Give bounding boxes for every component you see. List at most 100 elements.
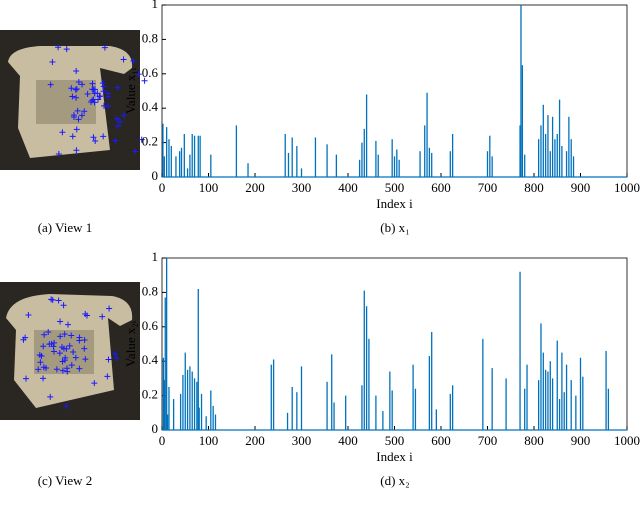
feature-cross [68, 332, 75, 339]
feature-cross [138, 136, 145, 143]
x-tick-label: 400 [338, 433, 358, 448]
feature-cross [62, 354, 69, 361]
feature-cross [73, 94, 80, 101]
feature-cross [81, 345, 88, 352]
photo-2 [0, 282, 140, 420]
feature-cross [53, 366, 60, 373]
y-tick-label: 0 [152, 168, 159, 183]
caption: (b) x₁ [380, 220, 409, 235]
feature-cross [64, 368, 71, 375]
feature-cross [89, 80, 96, 87]
feature-cross [135, 71, 142, 78]
feature-cross [45, 329, 52, 336]
caption: (d) x₂ [380, 473, 409, 488]
feature-cross [64, 321, 71, 328]
feature-cross [35, 366, 42, 373]
feature-cross [120, 112, 127, 119]
feature-cross [58, 344, 65, 351]
x-tick-label: 700 [478, 180, 498, 195]
x-tick-label: 900 [571, 433, 591, 448]
x-axis-label: Index i [376, 196, 413, 211]
feature-cross [63, 345, 70, 352]
feature-cross [66, 342, 73, 349]
x-tick-label: 200 [245, 180, 265, 195]
feature-cross [50, 343, 57, 350]
x-axis-label: Index i [376, 449, 413, 464]
feature-cross [131, 148, 138, 155]
feature-cross [57, 318, 64, 325]
photo-1 [0, 30, 140, 170]
feature-cross [55, 44, 62, 51]
feature-cross [69, 93, 76, 100]
feature-cross [73, 68, 80, 75]
feature-cross [100, 133, 107, 140]
feature-cross [25, 311, 32, 318]
feature-cross [101, 102, 108, 109]
feature-cross [46, 341, 53, 348]
x-tick-label: 100 [199, 433, 219, 448]
feature-cross [76, 337, 83, 344]
feature-cross [47, 393, 54, 400]
feature-cross [69, 133, 76, 140]
y-tick-label: 1 [152, 249, 159, 264]
feature-cross [105, 356, 112, 363]
feature-cross [106, 305, 113, 312]
feature-cross [51, 339, 58, 346]
x-tick-label: 0 [159, 433, 166, 448]
y-tick-label: 1 [152, 0, 159, 11]
x-tick-label: 1000 [614, 180, 640, 195]
feature-cross [73, 147, 80, 154]
feature-cross [36, 352, 43, 359]
feature-cross [114, 123, 121, 130]
x-tick-label: 600 [431, 433, 451, 448]
feature-cross [105, 93, 112, 100]
feature-cross [56, 350, 63, 357]
feature-cross [73, 126, 80, 133]
x-tick-label: 500 [385, 433, 405, 448]
y-tick-label: 0.6 [142, 318, 159, 333]
feature-cross [59, 129, 66, 136]
feature-cross [20, 336, 27, 343]
feature-cross [50, 348, 57, 355]
x-tick-label: 100 [199, 180, 219, 195]
feature-cross [117, 118, 123, 125]
feature-cross [141, 77, 148, 84]
y-tick-label: 0.8 [142, 283, 158, 298]
feature-cross [40, 343, 47, 350]
feature-cross [92, 137, 99, 144]
feature-cross [100, 88, 107, 95]
feature-cross [74, 107, 81, 114]
feature-cross [104, 373, 111, 380]
feature-cross [99, 313, 106, 320]
y-tick-label: 0.4 [142, 352, 159, 367]
caption: (c) View 2 [38, 473, 93, 488]
feature-cross [120, 56, 127, 63]
feature-cross [60, 302, 67, 309]
feature-cross [112, 137, 119, 144]
feature-cross [82, 356, 89, 363]
feature-cross [113, 115, 120, 122]
y-tick-label: 0.6 [142, 65, 159, 80]
feature-cross [49, 58, 56, 65]
feature-cross [75, 116, 82, 123]
x-tick-label: 800 [524, 180, 544, 195]
feature-cross [101, 44, 108, 51]
y-tick-label: 0.2 [142, 134, 158, 149]
feature-cross [37, 359, 44, 366]
feature-cross [55, 150, 62, 157]
x-tick-label: 400 [338, 180, 358, 195]
feature-cross [63, 46, 70, 53]
feature-cross [72, 354, 79, 361]
feature-cross [78, 112, 85, 119]
feature-cross [84, 312, 91, 319]
feature-cross [111, 350, 118, 357]
feature-cross [68, 362, 75, 369]
feature-cross [47, 81, 54, 88]
feature-cross [91, 90, 98, 97]
feature-cross [41, 331, 48, 338]
feature-cross [55, 297, 62, 304]
feature-cross [75, 79, 82, 86]
feature-cross [84, 91, 91, 98]
